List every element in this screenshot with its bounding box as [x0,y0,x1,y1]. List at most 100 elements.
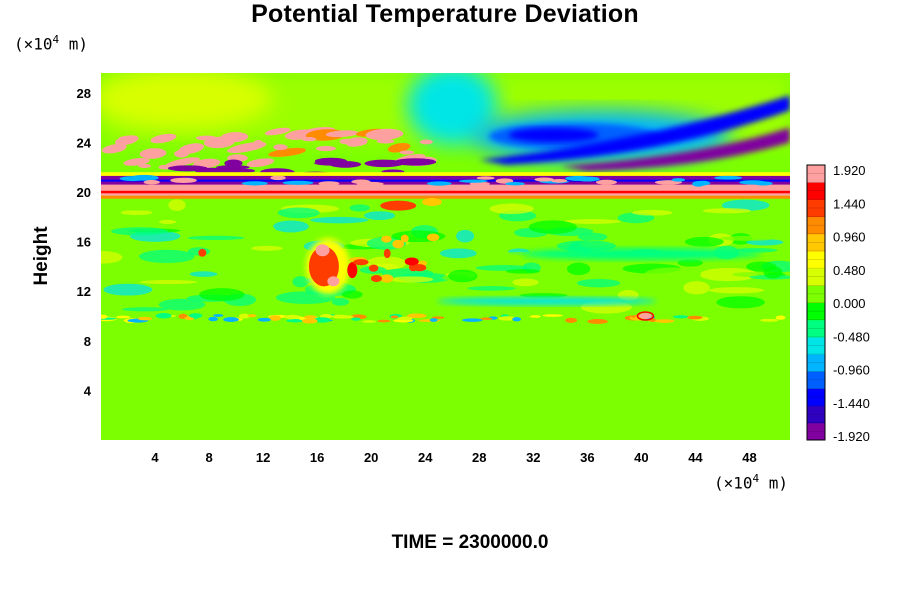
colorbar-tick-label: 1.920 [833,163,866,178]
tropopause-wave [257,317,271,322]
mid-level-texture [617,289,639,301]
tropopause-wave [301,318,318,324]
upper-wave-cell [150,133,177,144]
band-texture [671,178,686,182]
convective-cell [370,274,382,282]
tropopause-wave [529,315,541,318]
mid-level-texture [189,271,218,277]
y-tick-label: 4 [84,383,92,398]
upper-wave-cell [220,132,249,143]
convective-core-hot [327,276,340,287]
tropopause-wave [429,318,438,322]
colorbar-swatch [807,285,825,303]
tropopause-wave [462,318,483,322]
colorbar-swatch [807,405,825,424]
band-texture [170,177,197,183]
mid-level-texture [577,232,608,242]
band-texture [714,175,743,180]
tropopause-wave [155,312,172,319]
mid-level-texture [489,203,534,214]
x-tick-label: 8 [205,450,212,465]
colorbar-swatch [807,182,825,200]
mid-level-texture [410,290,447,297]
mid-level-texture [139,280,197,285]
tropopause-wave [223,317,239,323]
band-warm-lower-edge [101,195,790,199]
band-blue-line [101,179,790,182]
mid-cyan-streak [436,297,657,306]
band-texture [753,181,773,186]
mid-level-texture [677,259,703,267]
tropopause-wave [115,315,131,319]
upper-wave-hot [215,139,230,146]
y-tick-label: 24 [77,135,92,150]
mid-level-texture [273,220,309,233]
x-tick-label: 12 [256,450,270,465]
mid-level-texture [587,271,611,276]
mid-level-texture [111,227,168,236]
mid-level-texture [708,287,765,294]
y-axis: 4 8 12 16 20 24 28 [77,86,92,399]
band-texture [241,181,268,186]
tropopause-hotspot-ring [636,311,655,321]
y-tick-label: 20 [77,185,91,200]
x-tick-label: 36 [580,450,594,465]
colorbar-swatch [807,233,825,252]
mid-level-texture [716,296,765,309]
tropopause-wave [137,316,153,321]
tropopause-wave [304,315,317,319]
mid-level-texture [456,229,475,243]
band-texture [318,181,340,186]
upper-wave-cold [364,159,404,168]
convective-core-mid [308,246,339,287]
x-tick-label: 44 [688,450,703,465]
convective-cell [368,264,379,272]
colorbar-tick-label: 0.960 [833,230,866,245]
tropopause-wave [673,315,689,319]
tropopause-wave [208,316,218,322]
colorbar-swatch [807,371,825,389]
mid-level-texture [158,298,206,311]
tropopause-wave [512,317,522,322]
sub-band-warm [421,197,442,206]
upper-wave-hot [174,150,189,158]
tropopause-wave [655,319,675,323]
band-texture [534,177,554,182]
mid-level-texture [684,236,724,247]
colorbar-swatch [807,268,825,286]
cold-anomaly-arm [479,95,790,165]
colorbar: 1.920 1.440 0.960 0.480 0.000 -0.480 -0.960 -1.… [806,163,870,444]
mid-level-texture [566,262,591,276]
tropopause-wave [189,313,203,319]
upper-wave-hot [376,138,395,144]
mid-level-texture [448,269,478,283]
purple-arc [560,127,790,171]
mid-level-texture [162,266,182,271]
upper-left-warm-patch [101,73,273,130]
mid-level-texture [139,249,195,264]
x-axis-unit: (×104 m) [714,472,789,493]
upper-wave-cold [167,165,208,172]
upper-wave-cold [215,165,250,170]
tropopause-wave [565,317,578,323]
mid-level-texture [439,248,477,259]
upper-wave-cell [387,142,411,153]
mid-level-texture [158,219,177,224]
colorbar-tick-label: 1.440 [833,196,866,211]
mid-level-texture [249,279,269,291]
mid-level-texture [277,207,320,219]
band-texture [282,180,314,185]
upper-wave-hot [348,137,368,145]
tropopause-wave [247,314,257,318]
chart-title: Potential Temperature Deviation [251,0,639,28]
tropopause-wave [406,313,427,318]
colorbar-swatch [807,388,825,407]
y-tick-label: 8 [84,334,91,349]
convective-cell [400,234,409,243]
mid-level-texture [746,261,777,272]
convective-core-hot [315,244,330,257]
mid-level-texture [187,235,245,241]
mid-level-texture [467,286,516,291]
upper-wave-hot [119,136,133,141]
